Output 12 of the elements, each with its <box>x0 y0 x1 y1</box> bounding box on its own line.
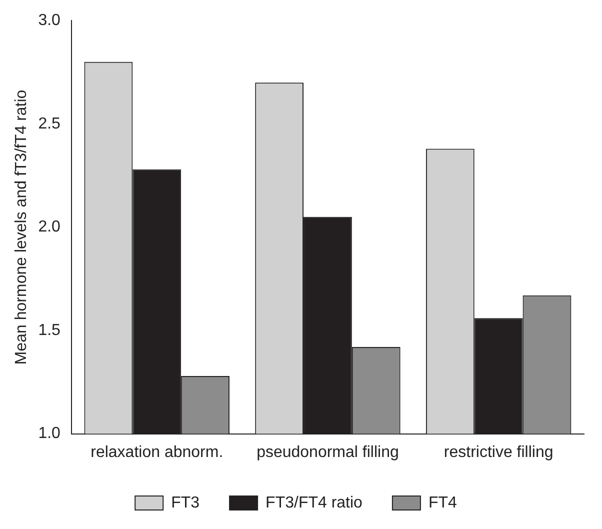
x-tick-label: pseudonormal filling <box>256 444 399 461</box>
y-tick-label: 1.0 <box>38 425 61 442</box>
x-tick-label: relaxation abnorm. <box>90 444 224 461</box>
legend-label: FT3/FT4 ratio <box>266 494 363 512</box>
y-tick-label: 3.0 <box>38 12 61 30</box>
legend-label: FT4 <box>428 494 457 512</box>
y-tick-label: 2.5 <box>38 115 61 132</box>
y-tick-label: 1.5 <box>38 322 61 339</box>
y-tick-label: 2.0 <box>38 218 61 236</box>
y-axis-title: Mean hormone levels and fT3/fT4 ratio <box>13 90 30 365</box>
x-tick-label: restrictive filling <box>444 444 554 461</box>
legend-label: FT3 <box>171 494 200 512</box>
